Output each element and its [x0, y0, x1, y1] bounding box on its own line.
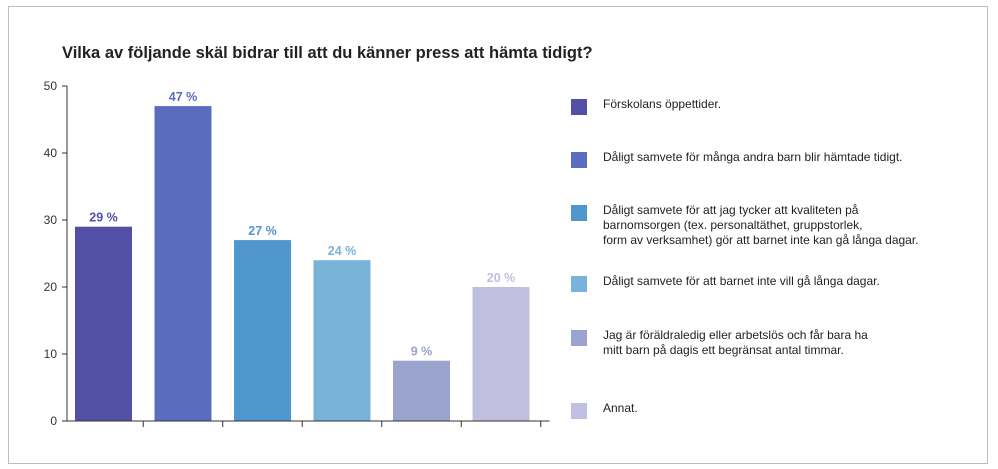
y-tick-label: 20 [44, 280, 58, 294]
legend-label: Annat. [603, 401, 638, 415]
y-tick-label: 50 [44, 79, 58, 93]
legend-swatch [571, 205, 587, 221]
bar-value-label: 29 % [89, 211, 118, 225]
legend-swatch [571, 276, 587, 292]
y-tick-label: 40 [44, 146, 58, 160]
bar [313, 260, 371, 421]
y-tick-label: 30 [44, 213, 58, 227]
legend-item: Förskolans öppettider. [571, 97, 721, 115]
legend-label: Jag är föräldraledig eller arbetslös och… [603, 328, 868, 357]
bar [75, 226, 132, 421]
legend-item: Jag är föräldraledig eller arbetslös och… [571, 328, 868, 358]
chart-title: Vilka av följande skäl bidrar till att d… [62, 44, 593, 62]
legend-label: Dåligt samvete för att barnet inte vill … [603, 274, 880, 288]
legend-swatch [571, 330, 587, 346]
chart-frame [8, 6, 988, 464]
legend-swatch [571, 99, 587, 115]
legend-item: Dåligt samvete för att jag tycker att kv… [571, 203, 919, 248]
bar [393, 360, 450, 421]
bar-value-label: 20 % [487, 271, 516, 285]
y-tick-label: 0 [50, 414, 57, 428]
bar-value-label: 47 % [169, 90, 198, 104]
bar-value-label: 27 % [248, 224, 277, 238]
y-tick-label: 10 [44, 347, 58, 361]
legend-item: Dåligt samvete för att barnet inte vill … [571, 274, 880, 292]
legend-swatch [571, 403, 587, 419]
bar [472, 287, 530, 421]
legend-label: Dåligt samvete för många andra barn blir… [603, 150, 903, 164]
bar-value-label: 24 % [328, 244, 357, 258]
bar-value-label: 9 % [411, 345, 433, 359]
legend-item: Annat. [571, 401, 638, 419]
legend-item: Dåligt samvete för många andra barn blir… [571, 150, 903, 168]
bar [234, 240, 291, 421]
bar [154, 106, 212, 421]
legend-label: Förskolans öppettider. [603, 97, 722, 111]
legend-label: Dåligt samvete för att jag tycker att kv… [603, 203, 919, 247]
legend-swatch [571, 152, 587, 168]
